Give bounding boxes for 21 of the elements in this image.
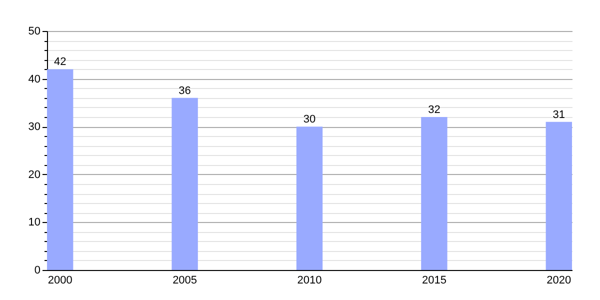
y-tick-label: 10 [28,216,40,229]
data-label: 31 [552,108,566,121]
x-tick-label: 2000 [48,274,72,286]
data-label: 32 [428,104,440,116]
bar [421,117,448,270]
y-tick-label: 50 [28,26,40,38]
data-label: 42 [54,56,66,68]
y-tick-label: 40 [28,73,40,86]
x-tick-label: 2005 [172,274,198,286]
data-label: 30 [303,114,316,126]
bar [296,126,323,270]
y-tick-label: 0 [34,264,40,276]
y-tick-label: 30 [28,121,40,134]
x-tick-label: 2020 [546,274,572,286]
data-label: 36 [178,84,191,97]
x-tick-label: 2015 [422,274,446,286]
x-tick-label: 2010 [297,274,322,286]
bar [47,69,74,270]
bar [546,122,572,270]
bar [172,98,198,270]
y-tick-label: 20 [28,168,40,181]
